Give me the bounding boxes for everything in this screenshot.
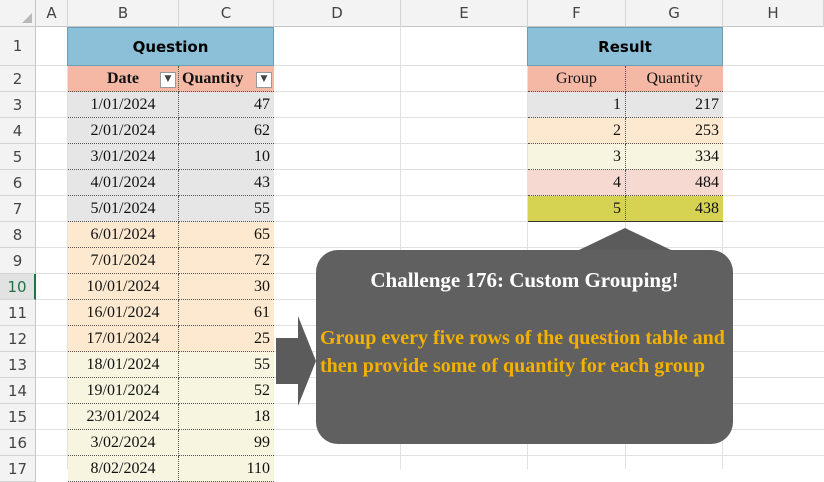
question-date-cell[interactable]: 16/01/2024 — [68, 300, 179, 326]
question-date-cell[interactable]: 23/01/2024 — [68, 404, 179, 430]
column-header-c[interactable]: C — [179, 0, 274, 27]
row-header-2[interactable]: 2 — [0, 66, 36, 92]
column-header-f[interactable]: F — [528, 0, 626, 27]
result-group-cell[interactable]: 4 — [528, 170, 626, 196]
question-quantity-cell[interactable]: 61 — [179, 300, 274, 326]
question-quantity-cell[interactable]: 55 — [179, 196, 274, 222]
filter-dropdown-icon[interactable]: ▼ — [160, 72, 176, 88]
row-header-1[interactable]: 1 — [0, 27, 36, 66]
question-header-date[interactable]: Date ▼ — [68, 66, 179, 92]
result-quantity-cell[interactable]: 334 — [626, 144, 723, 170]
challenge-title: Challenge 176: Custom Grouping! — [370, 268, 679, 292]
result-group-cell[interactable]: 3 — [528, 144, 626, 170]
row-header-6[interactable]: 6 — [0, 170, 36, 196]
result-group-cell[interactable]: 2 — [528, 118, 626, 144]
column-header-a[interactable]: A — [36, 0, 68, 27]
result-quantity-cell[interactable]: 217 — [626, 92, 723, 118]
question-date-cell[interactable]: 8/02/2024 — [68, 456, 179, 482]
result-table-title: Result — [527, 27, 723, 66]
result-group-cell[interactable]: 1 — [528, 92, 626, 118]
question-date-cell[interactable]: 17/01/2024 — [68, 326, 179, 352]
column-header-b[interactable]: B — [68, 0, 179, 27]
question-date-cell[interactable]: 6/01/2024 — [68, 222, 179, 248]
question-quantity-cell[interactable]: 62 — [179, 118, 274, 144]
row-header-15[interactable]: 15 — [0, 404, 36, 430]
result-group-cell[interactable]: 5 — [528, 196, 626, 222]
question-date-cell[interactable]: 19/01/2024 — [68, 378, 179, 404]
question-quantity-cell[interactable]: 10 — [179, 144, 274, 170]
row-header-12[interactable]: 12 — [0, 326, 36, 352]
result-quantity-cell[interactable]: 253 — [626, 118, 723, 144]
row-header-13[interactable]: 13 — [0, 352, 36, 378]
question-date-cell[interactable]: 4/01/2024 — [68, 170, 179, 196]
question-quantity-cell[interactable]: 43 — [179, 170, 274, 196]
result-quantity-cell[interactable]: 484 — [626, 170, 723, 196]
question-quantity-cell[interactable]: 72 — [179, 248, 274, 274]
row-header-11[interactable]: 11 — [0, 300, 36, 326]
question-quantity-cell[interactable]: 65 — [179, 222, 274, 248]
question-header-quantity-label: Quantity — [182, 70, 244, 87]
row-header-4[interactable]: 4 — [0, 118, 36, 144]
question-quantity-cell[interactable]: 18 — [179, 404, 274, 430]
question-date-cell[interactable]: 1/01/2024 — [68, 92, 179, 118]
question-date-cell[interactable]: 18/01/2024 — [68, 352, 179, 378]
question-quantity-cell[interactable]: 47 — [179, 92, 274, 118]
row-header-16[interactable]: 16 — [0, 430, 36, 456]
row-header-5[interactable]: 5 — [0, 144, 36, 170]
question-quantity-cell[interactable]: 30 — [179, 274, 274, 300]
row-header-9[interactable]: 9 — [0, 248, 36, 274]
question-quantity-cell[interactable]: 99 — [179, 430, 274, 456]
column-header-h[interactable]: H — [723, 0, 824, 27]
column-header-e[interactable]: E — [401, 0, 528, 27]
question-date-cell[interactable]: 2/01/2024 — [68, 118, 179, 144]
right-arrow-icon — [276, 316, 316, 406]
up-arrow-icon — [579, 228, 671, 250]
challenge-callout — [316, 250, 733, 444]
filter-dropdown-icon[interactable]: ▼ — [256, 72, 272, 88]
question-quantity-cell[interactable]: 25 — [179, 326, 274, 352]
result-header-group: Group — [528, 66, 626, 92]
question-date-cell[interactable]: 7/01/2024 — [68, 248, 179, 274]
question-header-quantity[interactable]: Quantity ▼ — [179, 66, 274, 92]
select-all-corner[interactable] — [0, 0, 36, 27]
column-header-d[interactable]: D — [274, 0, 401, 27]
question-date-cell[interactable]: 10/01/2024 — [68, 274, 179, 300]
row-header-3[interactable]: 3 — [0, 92, 36, 118]
row-header-8[interactable]: 8 — [0, 222, 36, 248]
row-header-14[interactable]: 14 — [0, 378, 36, 404]
question-quantity-cell[interactable]: 110 — [179, 456, 274, 482]
question-quantity-cell[interactable]: 52 — [179, 378, 274, 404]
row-header-17[interactable]: 17 — [0, 456, 36, 482]
result-quantity-cell[interactable]: 438 — [626, 196, 723, 222]
question-date-cell[interactable]: 3/01/2024 — [68, 144, 179, 170]
row-header-7[interactable]: 7 — [0, 196, 36, 222]
question-date-cell[interactable]: 3/02/2024 — [68, 430, 179, 456]
column-header-g[interactable]: G — [626, 0, 723, 27]
question-quantity-cell[interactable]: 55 — [179, 352, 274, 378]
row-header-10[interactable]: 10 — [0, 274, 36, 300]
challenge-description: Group every five rows of the question ta… — [320, 327, 725, 377]
question-date-cell[interactable]: 5/01/2024 — [68, 196, 179, 222]
question-table-title: Question — [67, 27, 274, 66]
result-header-quantity: Quantity — [626, 66, 723, 92]
question-header-date-label: Date — [107, 70, 139, 87]
